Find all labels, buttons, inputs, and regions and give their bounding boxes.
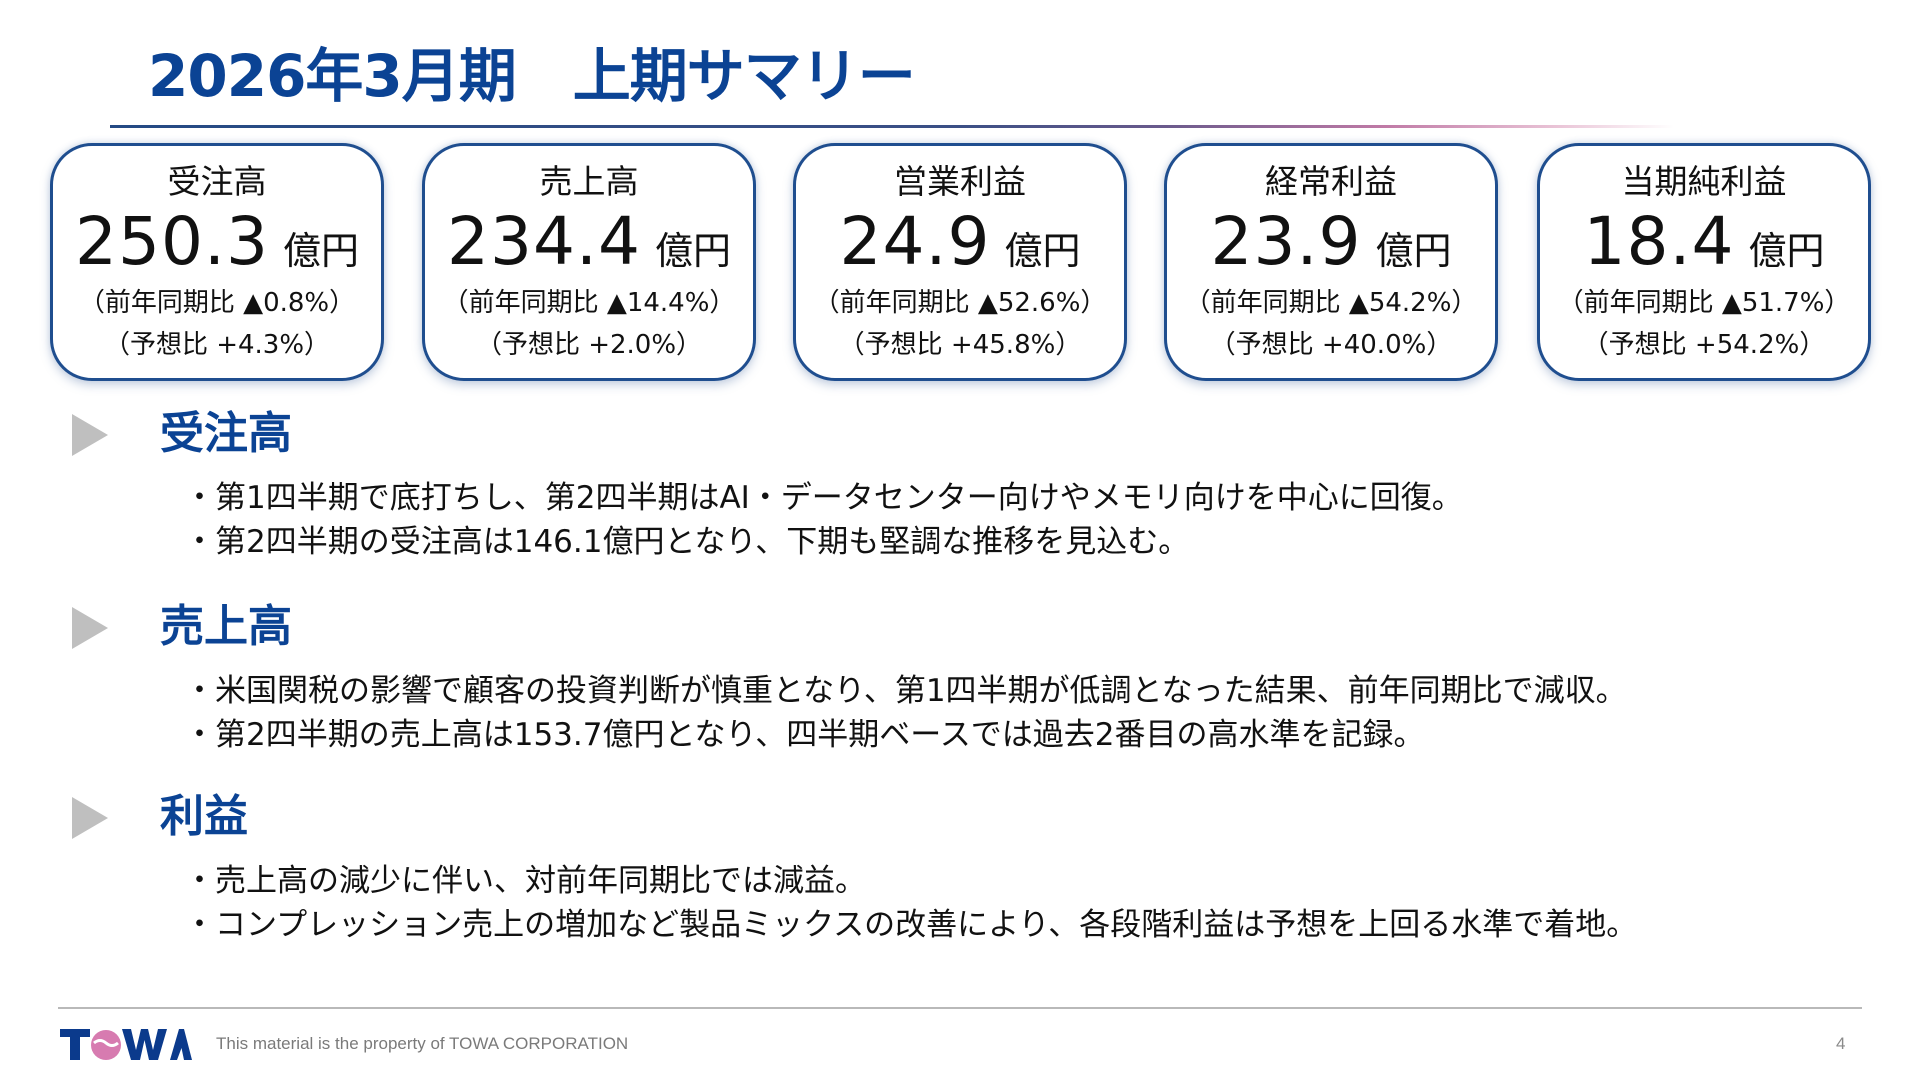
kpi-value-row: 23.9 億円 xyxy=(1167,206,1495,278)
kpi-label: 売上高 xyxy=(539,162,639,201)
kpi-unit: 億円 xyxy=(282,229,359,273)
bullet-item: ・売上高の減少に伴い、対前年同期比では減益。 xyxy=(184,863,866,899)
kpi-value: 234.4 xyxy=(447,203,641,280)
kpi-yoy: （前年同期比 ▲14.4%） xyxy=(442,288,736,318)
section-header: 売上高 xyxy=(72,597,1892,657)
kpi-unit: 億円 xyxy=(654,229,731,273)
kpi-forecast: （予想比 +54.2%） xyxy=(1582,330,1826,360)
kpi-value-row: 250.3 億円 xyxy=(53,206,381,278)
kpi-cards: 受注高 250.3 億円 （前年同期比 ▲0.8%） （予想比 +4.3%） 売上… xyxy=(50,143,1876,387)
section-orders: 受注高 ・第1四半期で底打ちし、第2四半期はAI・データセンター向けやメモリ向け… xyxy=(72,404,1892,564)
bullet-list: ・第1四半期で底打ちし、第2四半期はAI・データセンター向けやメモリ向けを中心に… xyxy=(184,476,1892,564)
kpi-forecast: （予想比 +4.3%） xyxy=(103,330,331,360)
section-header: 受注高 xyxy=(72,404,1892,464)
section-title: 利益 xyxy=(160,791,248,842)
kpi-value: 18.4 xyxy=(1583,203,1735,280)
kpi-unit: 億円 xyxy=(1004,229,1081,273)
kpi-unit: 億円 xyxy=(1748,229,1825,273)
triangle-bullet-icon xyxy=(72,607,108,649)
bullet-list: ・売上高の減少に伴い、対前年同期比では減益。 ・コンプレッション売上の増加など製… xyxy=(184,859,1892,947)
kpi-forecast: （予想比 +45.8%） xyxy=(838,330,1082,360)
bullet-item: ・米国関税の影響で顧客の投資判断が慎重となり、第1四半期が低調となった結果、前年… xyxy=(184,673,1627,709)
bullet-item: ・第2四半期の受注高は146.1億円となり、下期も堅調な推移を見込む。 xyxy=(184,524,1190,560)
slide-title: 2026年3月期 上期サマリー xyxy=(148,42,916,110)
kpi-value-row: 24.9 億円 xyxy=(796,206,1124,278)
section-header: 利益 xyxy=(72,787,1892,847)
towa-logo-icon xyxy=(60,1029,192,1060)
kpi-label: 経常利益 xyxy=(1265,162,1397,201)
kpi-value: 250.3 xyxy=(75,203,269,280)
kpi-label: 受注高 xyxy=(167,162,267,201)
bullet-item: ・コンプレッション売上の増加など製品ミックスの改善により、各段階利益は予想を上回… xyxy=(184,907,1638,943)
kpi-yoy: （前年同期比 ▲52.6%） xyxy=(813,288,1107,318)
section-sales: 売上高 ・米国関税の影響で顧客の投資判断が慎重となり、第1四半期が低調となった結… xyxy=(72,597,1892,757)
kpi-yoy: （前年同期比 ▲51.7%） xyxy=(1557,288,1851,318)
section-profit: 利益 ・売上高の減少に伴い、対前年同期比では減益。 ・コンプレッション売上の増加… xyxy=(72,787,1892,947)
triangle-bullet-icon xyxy=(72,797,108,839)
kpi-value: 24.9 xyxy=(839,203,991,280)
kpi-card-net-income: 当期純利益 18.4 億円 （前年同期比 ▲51.7%） （予想比 +54.2%） xyxy=(1537,143,1871,381)
kpi-value-row: 18.4 億円 xyxy=(1540,206,1868,278)
kpi-label: 当期純利益 xyxy=(1621,162,1787,201)
bullet-list: ・米国関税の影響で顧客の投資判断が慎重となり、第1四半期が低調となった結果、前年… xyxy=(184,669,1892,757)
kpi-value: 23.9 xyxy=(1210,203,1362,280)
triangle-bullet-icon xyxy=(72,414,108,456)
bullet-item: ・第1四半期で底打ちし、第2四半期はAI・データセンター向けやメモリ向けを中心に… xyxy=(184,480,1463,516)
kpi-value-row: 234.4 億円 xyxy=(425,206,753,278)
kpi-card-orders: 受注高 250.3 億円 （前年同期比 ▲0.8%） （予想比 +4.3%） xyxy=(50,143,384,381)
kpi-yoy: （前年同期比 ▲54.2%） xyxy=(1184,288,1478,318)
footer-copyright: This material is the property of TOWA CO… xyxy=(216,1034,629,1053)
kpi-forecast: （予想比 +2.0%） xyxy=(475,330,703,360)
bullet-item: ・第2四半期の売上高は153.7億円となり、四半期ベースでは過去2番目の高水準を… xyxy=(184,717,1425,753)
section-title: 受注高 xyxy=(160,408,292,459)
title-underline xyxy=(110,125,1810,128)
kpi-card-operating-profit: 営業利益 24.9 億円 （前年同期比 ▲52.6%） （予想比 +45.8%） xyxy=(793,143,1127,381)
page-number: 4 xyxy=(1836,1034,1846,1053)
kpi-card-sales: 売上高 234.4 億円 （前年同期比 ▲14.4%） （予想比 +2.0%） xyxy=(422,143,756,381)
kpi-label: 営業利益 xyxy=(894,162,1026,201)
kpi-forecast: （予想比 +40.0%） xyxy=(1209,330,1453,360)
section-title: 売上高 xyxy=(160,601,292,652)
footer-divider xyxy=(58,1007,1862,1009)
kpi-yoy: （前年同期比 ▲0.8%） xyxy=(78,288,356,318)
kpi-card-ordinary-profit: 経常利益 23.9 億円 （前年同期比 ▲54.2%） （予想比 +40.0%） xyxy=(1164,143,1498,381)
kpi-unit: 億円 xyxy=(1375,229,1452,273)
